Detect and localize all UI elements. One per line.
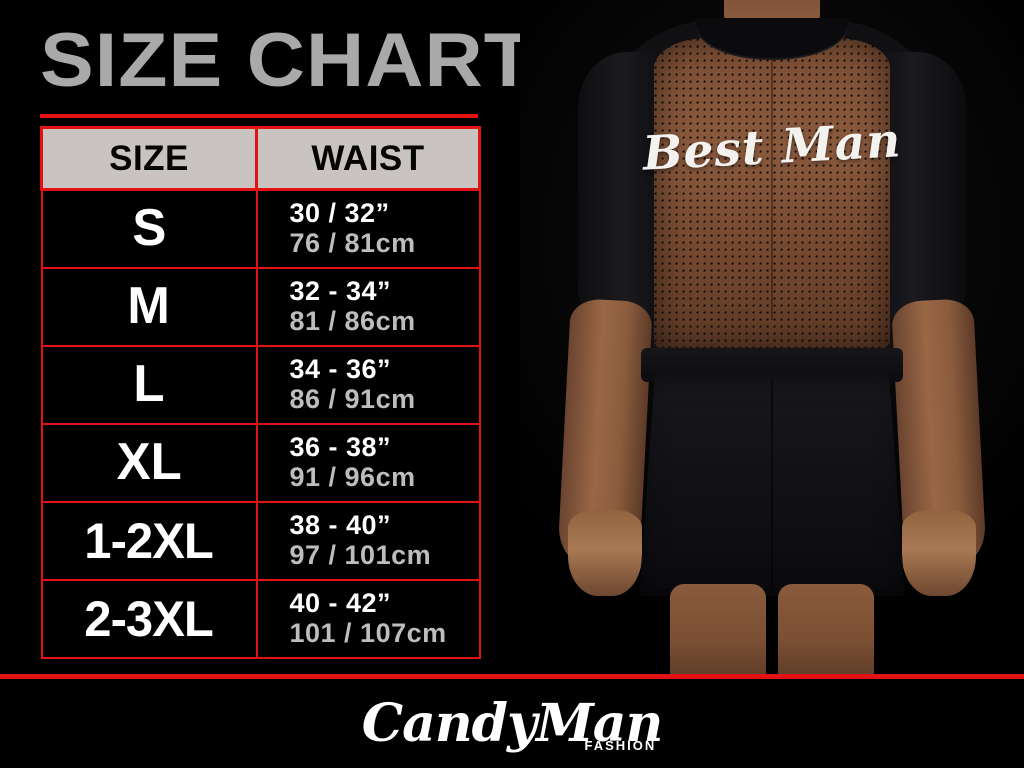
waist-inches: 36 - 38” [289, 432, 392, 462]
size-label: M [127, 276, 171, 335]
waist-inches: 34 - 36” [289, 354, 392, 384]
column-header-waist: WAIST [255, 126, 481, 191]
table-row: S 30 / 32” 76 / 81cm [40, 188, 481, 269]
cell-waist: 34 - 36” 86 / 91cm [255, 344, 481, 425]
model-leg-right [778, 584, 874, 676]
skirt-center-seam [771, 380, 773, 590]
waist-centimeters: 101 / 107cm [289, 618, 447, 648]
cell-waist: 40 - 42” 101 / 107cm [255, 578, 481, 659]
table-row: 2-3XL 40 - 42” 101 / 107cm [40, 578, 481, 659]
column-header-size: SIZE [40, 126, 258, 191]
title-divider [40, 114, 478, 118]
footer-divider [0, 674, 1024, 679]
cell-waist: 30 / 32” 76 / 81cm [255, 188, 481, 269]
cell-size: S [40, 188, 258, 269]
table-row: 1-2XL 38 - 40” 97 / 101cm [40, 500, 481, 581]
table-header-row: SIZE WAIST [40, 126, 481, 191]
cell-waist: 38 - 40” 97 / 101cm [255, 500, 481, 581]
waist-centimeters: 76 / 81cm [289, 228, 416, 259]
model-leg-left [670, 584, 766, 676]
size-label: S [132, 198, 166, 257]
footer-bar: CandyMan FASHION [0, 679, 1024, 768]
waist-centimeters: 81 / 86cm [289, 306, 416, 336]
page-title: SIZE CHART [40, 18, 534, 103]
table-row: XL 36 - 38” 91 / 96cm [40, 422, 481, 503]
brand-tagline: FASHION [584, 737, 657, 753]
garment-center-seam [771, 52, 773, 320]
cell-size: 1-2XL [40, 500, 258, 581]
cell-size: L [40, 344, 258, 425]
cell-size: XL [40, 422, 258, 503]
size-label: XL [116, 432, 182, 491]
waist-inches: 40 - 42” [289, 588, 392, 618]
product-photo: Best Man [520, 0, 1024, 676]
cell-size: M [40, 266, 258, 347]
model-hand-left [568, 510, 642, 596]
waist-inches: 30 / 32” [289, 198, 390, 229]
cell-size: 2-3XL [40, 578, 258, 659]
model-hand-right [902, 510, 976, 596]
waist-centimeters: 97 / 101cm [289, 540, 432, 570]
cell-waist: 32 - 34” 81 / 86cm [255, 266, 481, 347]
waist-centimeters: 86 / 91cm [289, 384, 416, 414]
cell-waist: 36 - 38” 91 / 96cm [255, 422, 481, 503]
brand-name: CandyMan [361, 692, 664, 754]
garment-mesh-back-panel [654, 38, 890, 350]
size-label: L [133, 354, 165, 413]
size-label: 2-3XL [84, 590, 215, 647]
waist-inches: 32 - 34” [289, 276, 392, 306]
size-label: 1-2XL [84, 512, 215, 569]
table-row: M 32 - 34” 81 / 86cm [40, 266, 481, 347]
size-chart-table: SIZE WAIST S 30 / 32” 76 / 81cm M [40, 126, 481, 659]
waist-centimeters: 91 / 96cm [289, 462, 416, 492]
brand-logo: CandyMan FASHION [361, 692, 664, 754]
waist-inches: 38 - 40” [289, 510, 392, 540]
table-row: L 34 - 36” 86 / 91cm [40, 344, 481, 425]
size-chart-pane: SIZE CHART SIZE WAIST S 30 / 32” 76 / 81… [0, 0, 534, 676]
